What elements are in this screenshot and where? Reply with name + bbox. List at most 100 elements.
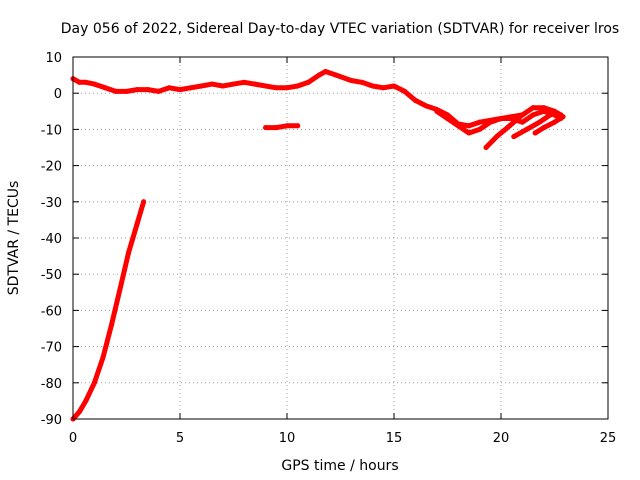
data-series-main-band xyxy=(70,69,564,129)
x-tick-label: 20 xyxy=(493,431,510,446)
data-point xyxy=(519,119,525,125)
data-point xyxy=(412,97,418,103)
data-point xyxy=(252,81,258,87)
data-series-steep-rise xyxy=(70,199,147,422)
data-point xyxy=(156,88,162,94)
data-point xyxy=(359,79,365,85)
data-point xyxy=(273,85,279,91)
data-point xyxy=(76,79,82,85)
data-point xyxy=(552,119,557,125)
y-tick-label: -80 xyxy=(41,377,62,392)
data-point xyxy=(541,105,547,111)
y-tick-label: -90 xyxy=(41,413,62,428)
data-point xyxy=(519,112,525,118)
data-point xyxy=(498,116,504,122)
data-point xyxy=(134,221,140,227)
data-point xyxy=(113,88,119,94)
data-point xyxy=(560,114,566,120)
data-point xyxy=(220,83,226,89)
x-tick-label: 25 xyxy=(600,431,617,446)
y-tick-label: -20 xyxy=(41,160,62,175)
data-point xyxy=(530,112,536,118)
data-point xyxy=(380,85,386,91)
data-point xyxy=(466,123,472,129)
data-point xyxy=(102,85,108,91)
data-point xyxy=(198,83,204,89)
data-point xyxy=(494,134,500,140)
data-point xyxy=(83,79,89,85)
data-point xyxy=(109,322,115,328)
data-point xyxy=(188,85,194,91)
data-point xyxy=(124,88,129,94)
data-point xyxy=(166,85,172,91)
y-tick-label: -50 xyxy=(41,268,62,283)
data-point xyxy=(323,68,329,74)
data-point xyxy=(263,83,269,89)
data-point xyxy=(477,119,483,125)
data-series-diagonal-segment-3 xyxy=(532,114,566,136)
data-point xyxy=(91,81,97,87)
y-axis-label: SDTVAR / TECUs xyxy=(6,181,22,296)
data-point xyxy=(333,72,339,78)
data-series-diagonal-segment-2 xyxy=(511,112,553,140)
data-point xyxy=(483,145,489,150)
x-tick-label: 15 xyxy=(386,431,403,446)
data-point xyxy=(532,130,538,136)
data-point xyxy=(263,125,269,131)
data-point xyxy=(391,83,397,89)
data-point xyxy=(552,112,557,118)
y-tick-label: 10 xyxy=(45,51,62,66)
data-point xyxy=(83,398,89,404)
data-point xyxy=(284,123,290,129)
data-point xyxy=(530,105,536,111)
chart-title: Day 056 of 2022, Sidereal Day-to-day VTE… xyxy=(61,21,619,37)
data-series-diagonal-segment-1 xyxy=(483,112,525,150)
data-point xyxy=(541,108,547,114)
data-point xyxy=(455,123,461,129)
data-point xyxy=(507,123,513,129)
data-point xyxy=(295,123,301,129)
data-point xyxy=(126,249,132,255)
data-point xyxy=(537,119,543,125)
y-tick-label: -40 xyxy=(41,232,62,247)
data-point xyxy=(284,85,290,91)
data-point xyxy=(241,79,247,85)
data-point xyxy=(91,380,97,386)
data-point xyxy=(231,81,236,87)
x-tick-label: 5 xyxy=(176,431,184,446)
data-point xyxy=(434,108,440,114)
y-tick-label: -60 xyxy=(41,304,62,319)
data-point xyxy=(445,116,450,122)
data-point xyxy=(547,112,553,118)
data-point xyxy=(117,286,123,292)
data-point xyxy=(100,354,106,360)
data-point xyxy=(134,87,140,93)
series-layer xyxy=(70,68,566,422)
y-tick-label: 0 xyxy=(54,87,62,102)
data-point xyxy=(209,81,215,87)
data-point xyxy=(305,79,311,85)
x-tick-label: 0 xyxy=(69,431,77,446)
y-tick-label: -10 xyxy=(41,123,62,138)
data-point xyxy=(402,88,408,94)
data-point xyxy=(316,72,322,78)
data-point xyxy=(466,130,472,136)
axis-ticks: 0 5 10 15 20 25 10 0 -10 -20 -30 -40 -50 -60 -70 -80 -90 xyxy=(41,51,617,446)
data-point xyxy=(145,87,151,93)
data-point xyxy=(487,119,493,125)
x-tick-label: 10 xyxy=(279,431,296,446)
data-point xyxy=(524,126,530,132)
data-point xyxy=(511,134,517,140)
y-tick-label: -70 xyxy=(41,341,62,356)
data-point xyxy=(295,83,301,89)
data-point xyxy=(273,125,279,131)
data-point xyxy=(541,125,547,131)
data-point xyxy=(177,87,183,93)
x-axis-label: GPS time / hours xyxy=(281,458,398,474)
data-point xyxy=(348,78,354,84)
data-point xyxy=(141,199,147,205)
data-point xyxy=(370,83,376,89)
data-point xyxy=(76,409,82,415)
data-point xyxy=(423,103,429,109)
